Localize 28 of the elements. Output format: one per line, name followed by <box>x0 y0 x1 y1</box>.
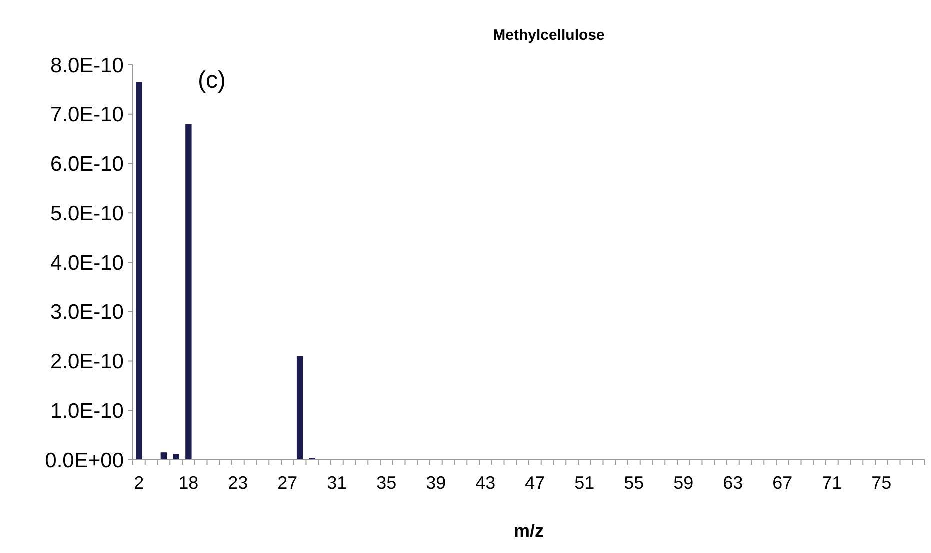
x-tick-label: 23 <box>228 473 248 493</box>
y-tick-label: 4.0E-10 <box>50 252 124 275</box>
y-tick-label: 7.0E-10 <box>50 104 124 127</box>
x-tick-label: 63 <box>723 473 744 493</box>
x-tick-label: 18 <box>178 473 199 493</box>
y-tick-label: 0.0E+00 <box>45 449 124 472</box>
x-tick-label: 55 <box>624 473 644 493</box>
y-tick-label: 5.0E-10 <box>50 202 124 226</box>
y-tick-label: 2.0E-10 <box>50 350 124 374</box>
x-tick-label: 51 <box>574 473 595 493</box>
x-tick-label: 67 <box>772 473 793 493</box>
x-tick-label: 43 <box>476 473 496 493</box>
x-tick-label: 35 <box>376 473 397 493</box>
annotation: (c) <box>198 67 226 94</box>
chart-title: Methylcellulose <box>493 27 605 44</box>
y-tick-label: 6.0E-10 <box>50 153 124 176</box>
x-tick-label: 59 <box>674 473 694 493</box>
x-tick-label: 39 <box>426 473 446 493</box>
x-tick-label: 47 <box>525 473 546 493</box>
x-tick-label: 27 <box>278 473 298 493</box>
y-tick-label: 1.0E-10 <box>50 400 124 423</box>
x-tick-label: 31 <box>327 473 348 493</box>
y-tick-label: 3.0E-10 <box>50 301 124 324</box>
x-tick-label: 71 <box>822 473 842 493</box>
x-tick-label: 2 <box>134 473 144 493</box>
y-tick-label: 8.0E-10 <box>50 54 124 78</box>
x-tick-label: 75 <box>872 473 892 493</box>
x-axis-title: m/z <box>514 521 544 541</box>
